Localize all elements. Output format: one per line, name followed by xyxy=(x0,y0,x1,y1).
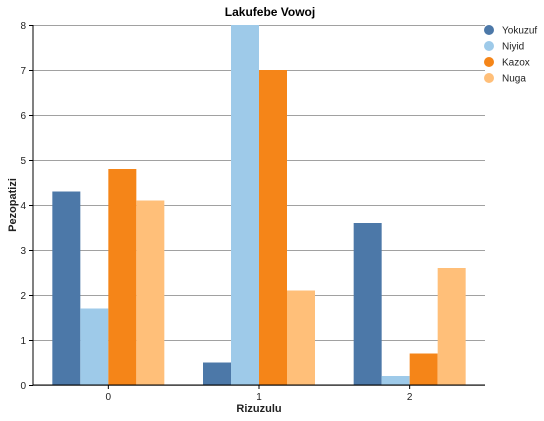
y-tick-label: 8 xyxy=(20,21,26,32)
y-axis-title: Pezopatizi xyxy=(7,178,19,232)
bars xyxy=(52,25,466,385)
y-tick-label: 4 xyxy=(20,201,26,212)
y-tick-label: 3 xyxy=(20,246,26,257)
y-tick-label: 0 xyxy=(20,381,26,392)
legend-swatch-niyid xyxy=(484,41,494,51)
bar-yokuzuf-1 xyxy=(203,362,231,385)
y-tick-label: 7 xyxy=(20,66,26,77)
legend-label-niyid: Niyid xyxy=(502,42,524,53)
bar-nuga-1 xyxy=(287,290,315,385)
legend: Yokuzuf Niyid Kazox Nuga xyxy=(484,25,537,85)
chart-title: Lakufebe Vowoj xyxy=(225,5,315,19)
bar-niyid-2 xyxy=(381,376,410,385)
legend-label-nuga: Nuga xyxy=(502,74,526,85)
legend-label-kazox: Kazox xyxy=(502,58,530,69)
y-tick-label: 5 xyxy=(20,156,26,167)
x-tick-label: 1 xyxy=(256,392,262,403)
x-tick-label: 0 xyxy=(106,392,112,403)
y-tick-label: 1 xyxy=(20,336,26,347)
bar-kazox-2 xyxy=(409,353,438,385)
bar-yokuzuf-0 xyxy=(52,191,81,385)
legend-label-yokuzuf: Yokuzuf xyxy=(502,26,537,37)
legend-swatch-nuga xyxy=(484,73,494,83)
bar-niyid-0 xyxy=(80,308,109,385)
y-tick-label: 2 xyxy=(20,291,26,302)
bar-kazox-1 xyxy=(259,70,287,385)
bar-nuga-2 xyxy=(437,268,466,385)
bar-kazox-0 xyxy=(108,169,137,385)
x-tick-label: 2 xyxy=(407,392,413,403)
y-tick-label: 6 xyxy=(20,111,26,122)
bar-niyid-1 xyxy=(231,25,259,385)
bar-yokuzuf-2 xyxy=(353,223,382,385)
legend-swatch-kazox xyxy=(484,57,494,67)
bar-nuga-0 xyxy=(136,200,165,385)
x-axis-title: Rizuzulu xyxy=(236,403,281,415)
x-axis-ticks: 0 1 2 xyxy=(106,385,413,403)
y-axis-ticks: 0 1 2 3 4 5 6 7 8 xyxy=(20,21,33,392)
legend-swatch-yokuzuf xyxy=(484,25,494,35)
